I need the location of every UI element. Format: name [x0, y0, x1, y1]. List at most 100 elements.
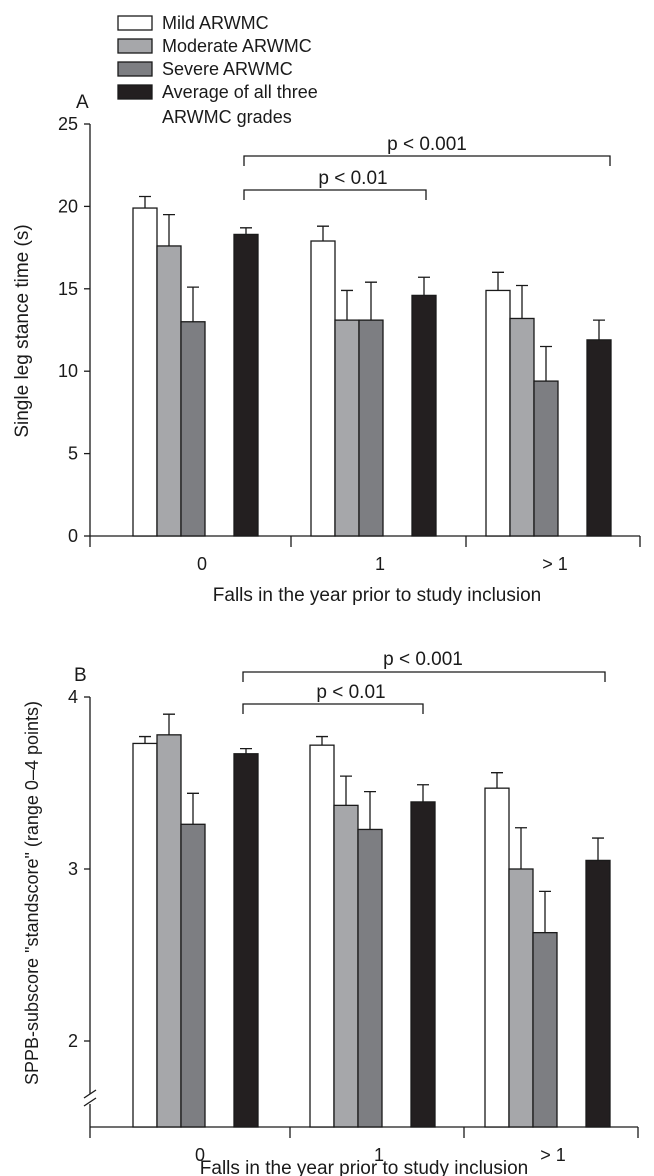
legend-label-moderate: Moderate ARWMC — [162, 36, 312, 56]
panel-a-error-bar — [240, 227, 252, 235]
panel-a-bar — [358, 319, 384, 537]
legend-swatch-severe — [117, 61, 153, 77]
panel-a: A 0 5 10 15 20 25 0 1 > 1 Falls in the year p… — [12, 92, 641, 606]
panel-b-error-bar — [539, 890, 551, 933]
panel-a-x-tick-label-1: 1 — [375, 554, 385, 574]
panel-b-bracket-p001 — [242, 671, 606, 682]
panel-b-bar — [357, 828, 383, 1128]
panel-a-bars — [132, 207, 612, 537]
panel-a-error-bar — [139, 195, 151, 209]
panel-b-significance: p < 0.001 p < 0.01 — [242, 649, 606, 714]
panel-b-error-bar — [163, 713, 175, 735]
panel-b-bar — [180, 823, 206, 1128]
panel-b-x-tick-label-1: 1 — [374, 1145, 384, 1165]
panel-b-error-bars — [139, 713, 604, 933]
panel-a-error-bar — [187, 286, 199, 322]
panel-a-x-axis-title: Falls in the year prior to study inclusi… — [213, 585, 541, 606]
panel-b-y-tick-label: 2 — [68, 1031, 78, 1051]
panel-b-bracket-p01 — [242, 703, 424, 714]
panel-a-error-bar — [365, 281, 377, 321]
panel-a-error-bars — [139, 195, 605, 382]
panel-a-label: A — [76, 92, 89, 113]
panel-a-bracket-p01 — [243, 189, 427, 200]
legend-label-average: Average of all three — [162, 82, 318, 102]
panel-a-y-tick-label: 15 — [58, 279, 78, 299]
panel-a-bar — [509, 317, 535, 537]
panel-a-significance: p < 0.001 p < 0.01 — [243, 134, 611, 200]
panel-b-bracket-p01-label: p < 0.01 — [316, 682, 385, 703]
panel-b-bar — [585, 859, 611, 1128]
panel-b-bar — [532, 931, 558, 1128]
panel-b-x-tick-label-0: 0 — [195, 1145, 205, 1165]
legend-swatch-mild — [117, 15, 153, 31]
panel-a-y-tick-label: 5 — [68, 444, 78, 464]
panel-a-y-tick-label: 0 — [68, 526, 78, 546]
panel-b: B 2 3 4 0 1 > 1 Falls in the year prior to… — [22, 649, 639, 1176]
panel-b-error-bar — [187, 792, 199, 825]
panel-b-label: B — [74, 665, 87, 686]
panel-a-bar — [156, 245, 182, 537]
panel-b-y-axis-title: SPPB-subscore "standscore" (range 0–4 po… — [22, 701, 42, 1085]
panel-b-axis-break — [83, 1089, 97, 1107]
panel-a-error-bar — [492, 271, 504, 291]
panel-b-error-bar — [364, 790, 376, 830]
panel-a-x-tick-label-0: 0 — [197, 554, 207, 574]
panel-b-bar — [484, 787, 510, 1128]
panel-b-x-tick-label-2: > 1 — [540, 1145, 566, 1165]
panel-a-bar — [533, 380, 559, 537]
panel-b-error-bar — [417, 784, 429, 802]
panel-a-bar — [334, 319, 360, 537]
panel-a-bracket-p001-label: p < 0.001 — [387, 134, 467, 155]
legend-label-average-line2: ARWMC grades — [162, 107, 292, 127]
panel-a-bar — [233, 233, 259, 537]
panel-b-bar — [156, 734, 182, 1128]
panel-b-bars — [132, 734, 611, 1128]
panel-a-bar — [485, 289, 511, 537]
panel-b-bar — [132, 742, 158, 1128]
legend-label-severe: Severe ARWMC — [162, 59, 293, 79]
panel-b-y-tick-label: 4 — [68, 687, 78, 707]
panel-a-bar — [132, 207, 158, 537]
panel-a-bar — [411, 294, 437, 537]
panel-b-error-bar — [240, 747, 252, 754]
legend-swatch-average — [117, 84, 153, 100]
panel-a-x-ticks — [89, 536, 641, 547]
panel-b-error-bar — [491, 772, 503, 789]
panel-a-error-bar — [540, 345, 552, 382]
panel-a-bracket-p001 — [243, 155, 611, 166]
panel-b-bar — [233, 753, 259, 1128]
panel-a-error-bar — [163, 213, 175, 246]
panel-a-error-bar — [593, 319, 605, 340]
panel-a-y-tick-label: 10 — [58, 361, 78, 381]
panel-a-bar — [310, 240, 336, 537]
panel-b-x-ticks — [89, 1127, 639, 1138]
panel-b-bar — [508, 868, 534, 1128]
panel-b-y-tick-label: 3 — [68, 859, 78, 879]
panel-a-bar — [586, 339, 612, 537]
panel-b-error-bar — [316, 735, 328, 746]
panel-a-y-ticks: 0 5 10 15 20 25 — [58, 114, 90, 546]
panel-a-bar — [180, 321, 206, 537]
legend-swatch-moderate — [117, 38, 153, 54]
panel-b-bracket-p001-label: p < 0.001 — [383, 649, 463, 670]
panel-b-y-ticks: 2 3 4 — [68, 687, 90, 1051]
panel-b-error-bar — [340, 775, 352, 806]
panel-b-error-bar — [139, 735, 151, 744]
panel-a-y-tick-label: 25 — [58, 114, 78, 134]
panel-a-y-tick-label: 20 — [58, 196, 78, 216]
panel-b-error-bar — [592, 837, 604, 861]
panel-a-error-bar — [341, 289, 353, 321]
panel-a-error-bar — [516, 284, 528, 319]
legend-label-mild: Mild ARWMC — [162, 13, 269, 33]
legend: Mild ARWMC Moderate ARWMC Severe ARWMC A… — [117, 13, 318, 127]
panel-b-bar — [309, 744, 335, 1128]
panel-b-error-bar — [515, 827, 527, 869]
panel-a-bracket-p01-label: p < 0.01 — [318, 168, 387, 189]
panel-a-y-axis-title: Single leg stance time (s) — [12, 224, 33, 437]
panel-a-x-tick-label-2: > 1 — [542, 554, 568, 574]
panel-a-error-bar — [418, 276, 430, 296]
panel-b-bar — [333, 804, 359, 1128]
panel-b-x-axis-title: Falls in the year prior to study inclusi… — [200, 1158, 528, 1176]
panel-b-bar — [410, 801, 436, 1128]
